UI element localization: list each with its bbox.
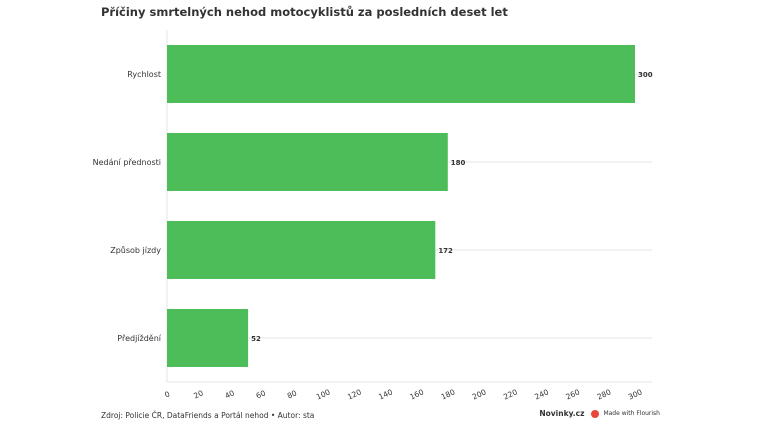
x-tick-label: 120 — [346, 387, 363, 401]
x-tick-label: 300 — [627, 387, 644, 401]
bar — [167, 309, 249, 367]
category-label: Způsob jízdy — [110, 245, 161, 255]
flourish-credit[interactable]: Made with Flourish — [603, 410, 660, 417]
flourish-logo-icon — [591, 409, 600, 418]
x-tick-label: 220 — [502, 387, 519, 401]
x-tick-label: 200 — [471, 387, 488, 401]
category-label: Nedání přednosti — [93, 158, 161, 167]
footer-branding: Novinky.cz Made with Flourish — [539, 409, 660, 418]
x-tick-label: 240 — [533, 387, 550, 401]
value-label: 300 — [638, 71, 653, 79]
x-tick-label: 180 — [440, 387, 457, 401]
category-label: Rychlost — [127, 70, 161, 79]
publisher-logo[interactable]: Novinky.cz — [539, 409, 585, 418]
x-tick-label: 140 — [377, 387, 394, 401]
x-tick-label: 60 — [255, 388, 268, 400]
x-tick-label: 160 — [408, 387, 425, 401]
x-tick-label: 40 — [223, 388, 236, 400]
x-tick-label: 80 — [286, 388, 299, 400]
category-label: Předjíždění — [117, 334, 162, 343]
value-label: 52 — [251, 335, 261, 343]
bar — [167, 221, 436, 279]
x-tick-label: 100 — [315, 387, 332, 401]
chart-title: Příčiny smrtelných nehod motocyklistů za… — [101, 5, 508, 19]
x-tick-label: 260 — [564, 387, 581, 401]
bar — [167, 45, 635, 103]
x-tick-label: 20 — [192, 388, 205, 400]
value-label: 180 — [451, 159, 466, 167]
source-note: Zdroj: Policie ČR, DataFriends a Portál … — [101, 411, 315, 420]
value-label: 172 — [438, 247, 453, 255]
x-tick-label: 280 — [596, 387, 613, 401]
bar — [167, 133, 448, 191]
x-tick-label: 0 — [163, 389, 171, 399]
